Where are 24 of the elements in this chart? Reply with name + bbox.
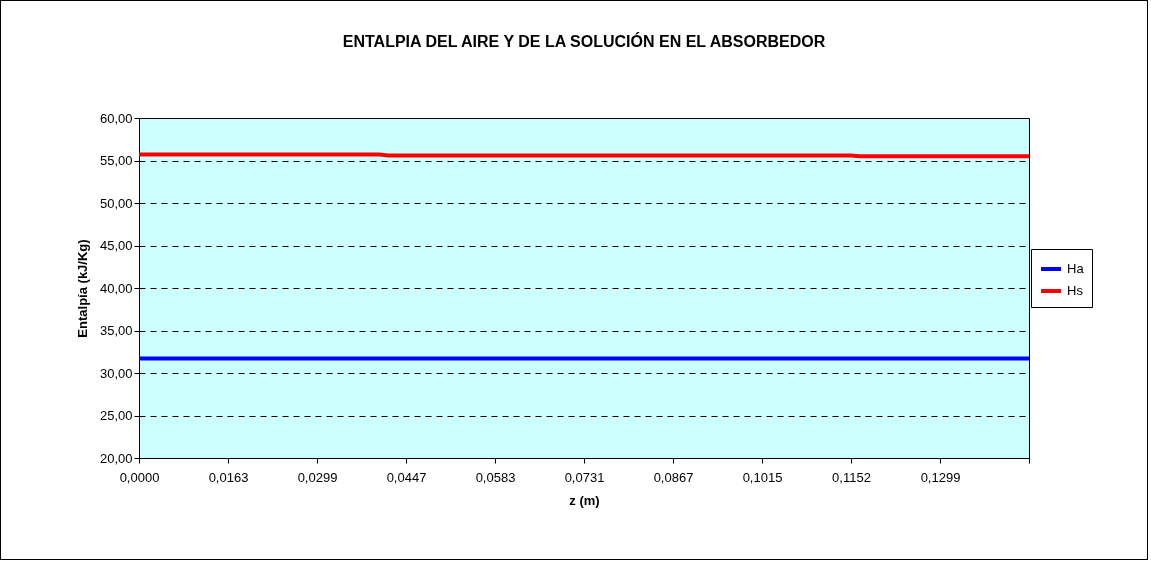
x-tick-label: 0,0583	[475, 469, 516, 485]
x-tick-label: 0,1152	[832, 469, 871, 485]
y-tick-label: 25,00	[99, 408, 133, 423]
x-tick-label: 0,1015	[742, 469, 783, 485]
y-tick-label: 60,00	[99, 110, 133, 126]
x-tick-label: 0,0447	[386, 469, 427, 485]
x-tick-label: 0,0867	[653, 469, 694, 485]
y-tick-label: 20,00	[99, 450, 133, 466]
chart-title: ENTALPIA DEL AIRE Y DE LA SOLUCIÓN EN EL ABSORBEDOR	[342, 32, 826, 50]
y-axis-title: Entalpía (kJ/Kg)	[74, 239, 90, 338]
x-tick-label: 0,0731	[564, 469, 605, 485]
y-tick-label: 50,00	[99, 195, 133, 211]
legend-label: Hs	[1067, 283, 1084, 298]
x-tick-label: 0,1299	[920, 469, 961, 485]
x-tick-label: 0,0299	[297, 469, 338, 485]
y-tick-label: 45,00	[99, 238, 133, 253]
y-tick-label: 55,00	[99, 153, 133, 168]
y-tick-label: 40,00	[99, 280, 133, 296]
x-axis-title: z (m)	[569, 492, 600, 508]
x-tick-label: 0,0163	[208, 469, 249, 485]
y-tick-label: 30,00	[99, 365, 133, 381]
x-tick-label: 0,0000	[119, 469, 160, 485]
y-tick-label: 35,00	[99, 323, 133, 338]
legend-label: Ha	[1067, 261, 1085, 276]
